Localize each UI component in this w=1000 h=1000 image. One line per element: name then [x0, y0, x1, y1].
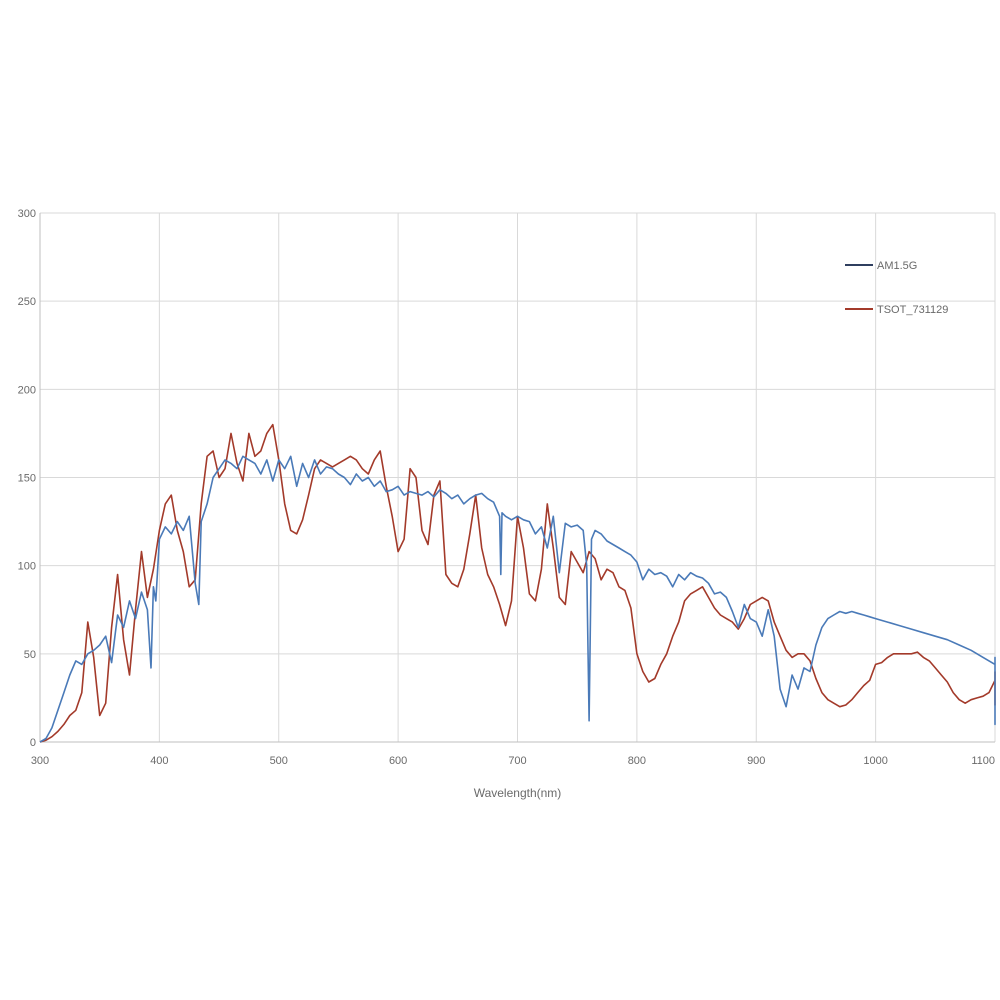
x-tick-label: 1000: [863, 755, 887, 767]
x-tick-label: 600: [389, 755, 407, 767]
x-tick-label: 900: [747, 755, 765, 767]
grid: [40, 212, 996, 742]
x-tick-label: 400: [150, 755, 168, 767]
legend-label: AM1.5G: [877, 260, 917, 272]
y-tick-label: 100: [18, 561, 36, 573]
x-tick-label: 500: [270, 755, 288, 767]
series-line-tsot-731129: [39, 423, 996, 743]
x-tick-label: 1100: [971, 755, 995, 767]
y-tick-label: 50: [24, 649, 36, 661]
series-line-am1-5g: [39, 455, 996, 743]
x-tick-label: 700: [508, 755, 526, 767]
y-tick-label: 150: [18, 473, 36, 485]
y-tick-label: 250: [18, 296, 36, 308]
y-tick-label: 200: [18, 384, 36, 396]
y-tick-label: 300: [18, 208, 36, 220]
axes: 0 50 100 150 200 250 300 300 400 500 600 700 800 900 1…: [18, 208, 995, 767]
y-tick-label: 0: [30, 737, 36, 749]
x-tick-label: 800: [628, 755, 646, 767]
legend: AM1.5G TSOT_731129: [845, 260, 948, 316]
legend-label: TSOT_731129: [877, 304, 948, 316]
x-tick-label: 300: [31, 755, 49, 767]
x-axis-title: Wavelength(nm): [474, 786, 562, 800]
series-group: [39, 423, 996, 743]
